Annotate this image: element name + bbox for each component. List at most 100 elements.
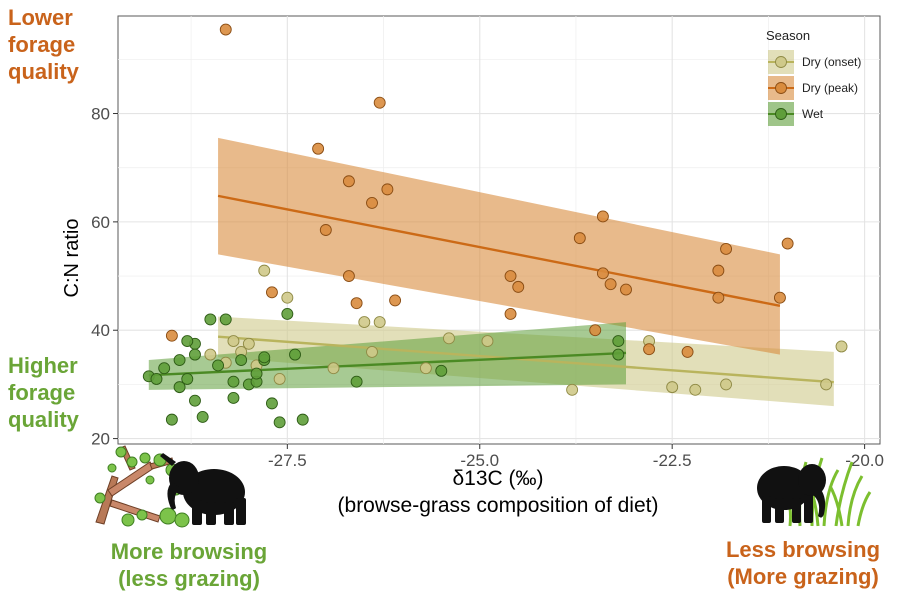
higher-forage-quality-label: Higher forage quality [8, 352, 79, 433]
x-tick-label: -20.0 [845, 451, 884, 470]
fit-lines [148, 194, 834, 384]
data-point [265, 286, 278, 299]
data-point [720, 243, 733, 255]
data-point [250, 367, 263, 380]
data-point [820, 378, 833, 391]
data-point [419, 362, 432, 375]
data-point [835, 340, 848, 353]
legend-label: Dry (onset) [802, 55, 861, 69]
y-tick-label: 20 [91, 430, 110, 449]
legend-label: Wet [802, 107, 824, 121]
data-point [573, 232, 586, 245]
data-point [481, 335, 494, 348]
data-point [312, 142, 325, 155]
data-point [327, 362, 340, 375]
data-point [596, 267, 609, 280]
data-point [158, 362, 171, 375]
data-point [258, 264, 271, 277]
data-point [720, 378, 733, 391]
data-point [381, 183, 394, 196]
data-point [181, 335, 194, 348]
label-line: quality [8, 407, 79, 432]
elephant-silhouette-right [757, 464, 826, 523]
data-point [212, 359, 225, 372]
data-point [366, 345, 378, 358]
data-point [358, 316, 371, 329]
label-line: forage [8, 32, 76, 57]
data-point [350, 297, 363, 310]
legend-key-point [775, 82, 787, 94]
less-browsing-label: Less browsing (More grazing) [710, 536, 896, 590]
x-tick-label: -27.5 [268, 451, 307, 470]
label-line: Higher [8, 353, 78, 378]
tree-branches [95, 445, 174, 525]
data-point [689, 383, 702, 396]
data-point [296, 413, 309, 426]
legend-key-point [775, 108, 787, 120]
data-point [227, 375, 240, 388]
legend-title: Season [766, 28, 810, 43]
data-point [681, 345, 694, 358]
y-tick-label: 40 [91, 321, 110, 340]
data-point [612, 348, 625, 361]
data-point [189, 348, 201, 361]
data-point [273, 416, 286, 429]
data-point [512, 280, 525, 293]
data-point [604, 278, 617, 291]
data-point [373, 316, 386, 329]
data-point [342, 175, 355, 188]
data-point [504, 308, 517, 320]
data-point [612, 335, 625, 348]
fit-line-0 [217, 335, 834, 384]
label-line: quality [8, 59, 79, 84]
y-axis-title: C:N ratio [61, 219, 83, 298]
legend: Season Dry (onset) Dry (peak) Wet [766, 28, 861, 126]
data-point [589, 324, 602, 337]
data-point [596, 210, 609, 223]
data-point [389, 294, 402, 307]
x-axis-subtitle: (browse-grass composition of diet) [338, 494, 659, 517]
legend-label: Dry (peak) [802, 81, 858, 95]
data-point [289, 348, 301, 361]
data-point [281, 308, 294, 320]
data-point [173, 381, 186, 394]
data-point [319, 224, 332, 236]
data-point [219, 23, 232, 36]
confidence-band-2 [148, 322, 626, 390]
data-point [781, 237, 794, 250]
confidence-band-1 [218, 137, 780, 355]
label-line: More browsing [110, 539, 268, 564]
data-point [373, 96, 386, 109]
data-point [204, 348, 217, 361]
data-point [366, 196, 378, 209]
data-point [265, 397, 278, 410]
data-point [173, 354, 186, 366]
grazing-elephant-illustration [757, 457, 872, 527]
data-point [435, 364, 448, 377]
label-line: Lower [8, 5, 73, 30]
data-point [227, 391, 240, 404]
y-tick-label: 80 [91, 105, 110, 124]
label-line: forage [8, 380, 76, 405]
data-point [350, 375, 363, 388]
data-point [165, 413, 178, 426]
data-point [504, 270, 517, 283]
data-point [712, 291, 725, 304]
label-line: Less browsing [725, 537, 881, 562]
data-point [342, 270, 355, 283]
data-point [666, 381, 679, 394]
data-point [712, 264, 725, 277]
data-point [196, 410, 209, 423]
elephant-silhouette-left [160, 453, 246, 525]
data-point [773, 291, 786, 304]
data-point [281, 291, 294, 304]
data-point [181, 373, 194, 385]
x-tick-label: -22.5 [653, 451, 692, 470]
axes: -27.5 -25.0 -22.5 -20.0 20 40 60 80 [91, 105, 884, 470]
label-line: (More grazing) [727, 564, 879, 589]
data-point [235, 354, 248, 366]
fit-line-2 [148, 351, 627, 377]
label-line: (less grazing) [118, 566, 260, 591]
data-point [150, 373, 163, 385]
